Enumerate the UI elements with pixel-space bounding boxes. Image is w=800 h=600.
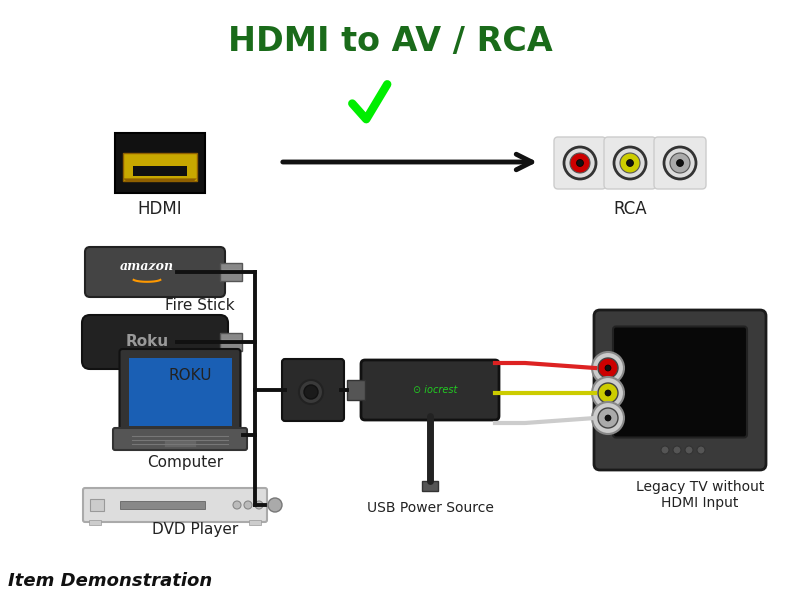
Text: DVD Player: DVD Player	[152, 522, 238, 537]
Text: Item Demonstration: Item Demonstration	[8, 572, 212, 590]
Bar	[220, 333, 242, 351]
Bar	[123, 152, 197, 181]
Bar	[90, 499, 104, 511]
FancyBboxPatch shape	[83, 488, 267, 522]
FancyBboxPatch shape	[554, 137, 606, 189]
Text: USB Power Source: USB Power Source	[366, 501, 494, 515]
Bar	[164, 440, 196, 447]
Text: amazon: amazon	[120, 260, 174, 274]
Circle shape	[304, 385, 318, 399]
Circle shape	[592, 402, 624, 434]
Circle shape	[570, 153, 590, 173]
Circle shape	[677, 160, 683, 166]
Circle shape	[697, 446, 705, 454]
Bar	[220, 263, 242, 281]
Text: ROKU: ROKU	[168, 368, 212, 383]
FancyBboxPatch shape	[113, 428, 247, 450]
Bar	[120, 501, 205, 509]
FancyBboxPatch shape	[361, 360, 499, 420]
Bar	[593, 386, 608, 400]
Bar	[249, 520, 261, 525]
Circle shape	[673, 446, 681, 454]
FancyBboxPatch shape	[119, 349, 241, 433]
Text: Legacy TV without
HDMI Input: Legacy TV without HDMI Input	[636, 480, 764, 510]
Text: RCA: RCA	[613, 200, 647, 218]
Bar	[129, 358, 231, 426]
Circle shape	[299, 380, 323, 404]
Circle shape	[605, 390, 611, 396]
FancyBboxPatch shape	[85, 247, 225, 297]
Text: Computer: Computer	[147, 455, 223, 470]
Circle shape	[564, 147, 596, 179]
FancyBboxPatch shape	[594, 310, 766, 470]
Polygon shape	[123, 178, 197, 181]
FancyBboxPatch shape	[613, 326, 747, 437]
Circle shape	[255, 501, 263, 509]
FancyBboxPatch shape	[115, 133, 205, 193]
Circle shape	[577, 160, 583, 166]
FancyBboxPatch shape	[282, 359, 344, 421]
Text: ⊙ iocrest: ⊙ iocrest	[413, 385, 457, 395]
Circle shape	[664, 147, 696, 179]
Bar	[593, 361, 608, 375]
Bar	[593, 411, 608, 425]
Bar	[347, 380, 365, 400]
Text: HDMI: HDMI	[138, 200, 182, 218]
Circle shape	[244, 501, 252, 509]
Text: Roku: Roku	[126, 335, 169, 349]
Circle shape	[598, 383, 618, 403]
Circle shape	[233, 501, 241, 509]
FancyBboxPatch shape	[604, 137, 656, 189]
Circle shape	[626, 160, 634, 166]
FancyBboxPatch shape	[82, 315, 228, 369]
FancyBboxPatch shape	[654, 137, 706, 189]
Bar	[134, 166, 186, 176]
Circle shape	[670, 153, 690, 173]
Circle shape	[620, 153, 640, 173]
Bar	[89, 520, 101, 525]
Circle shape	[598, 358, 618, 378]
Circle shape	[685, 446, 693, 454]
Circle shape	[598, 408, 618, 428]
Circle shape	[605, 365, 611, 371]
Text: HDMI to AV / RCA: HDMI to AV / RCA	[228, 25, 552, 58]
Circle shape	[268, 498, 282, 512]
Bar	[422, 481, 438, 491]
Circle shape	[614, 147, 646, 179]
Circle shape	[661, 446, 669, 454]
Text: Fire Stick: Fire Stick	[165, 298, 235, 313]
Circle shape	[592, 377, 624, 409]
Circle shape	[592, 352, 624, 384]
Circle shape	[605, 415, 611, 421]
